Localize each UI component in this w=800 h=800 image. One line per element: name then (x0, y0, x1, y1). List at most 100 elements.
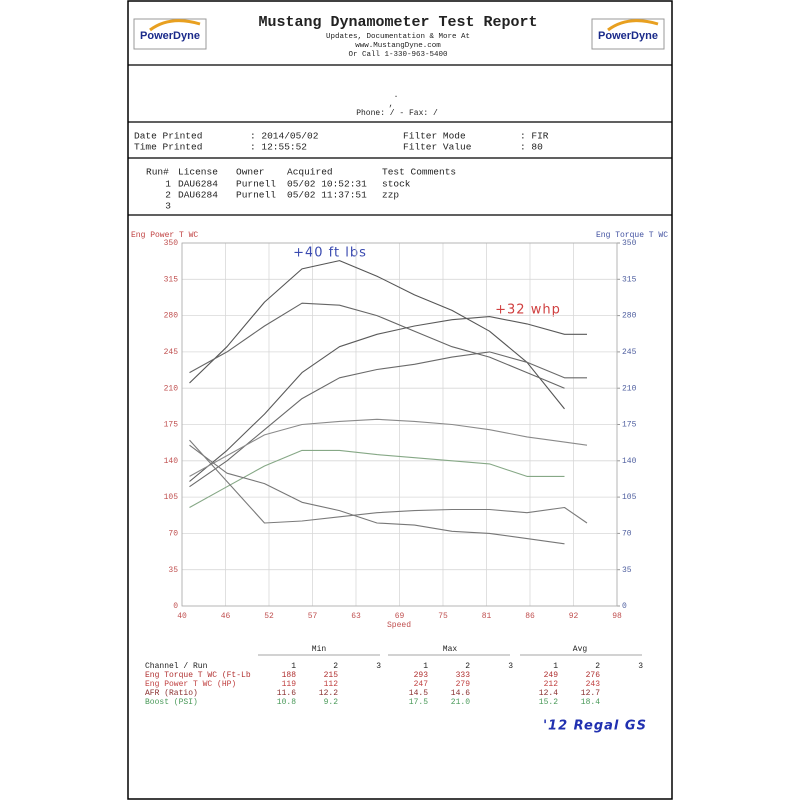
stats-cell: 12.7 (581, 689, 600, 698)
stats-cell: 12.4 (539, 689, 558, 698)
series-line (189, 439, 588, 524)
info-cell: : 12:55:52 (250, 142, 307, 153)
info-cell: : 80 (520, 142, 543, 153)
logo-swoosh (607, 19, 659, 32)
stats-label: Eng Torque T WC (Ft-Lb (145, 671, 251, 680)
logo: PowerDyne (133, 18, 207, 50)
customer-contact: Phone: / - Fax: / (356, 109, 438, 118)
runs-header: Owner (236, 167, 265, 178)
logo-box (133, 18, 207, 50)
header-line: Updates, Documentation & More At (326, 33, 470, 41)
plot-frame (181, 242, 618, 607)
x-tick-label: 40 (177, 612, 187, 621)
stats-cell: 14.5 (409, 689, 428, 698)
stats-cell: 333 (456, 671, 471, 680)
y-tick-label: 140 (164, 457, 179, 466)
info-cell: Filter Mode (403, 131, 466, 142)
stats-cell: 11.6 (277, 689, 296, 698)
vehicle: '12 Regal GS (543, 719, 647, 734)
x-tick-label: 92 (569, 612, 579, 621)
header-line: www.MustangDyne.com (355, 42, 441, 50)
stats-label: Boost (PSI) (145, 698, 198, 707)
runs-cell: 3 (165, 201, 171, 212)
logo-swoosh (149, 19, 201, 32)
info-cell: Filter Value (403, 142, 472, 153)
y2-tick-label: 210 (622, 384, 637, 393)
stats-cell: 243 (586, 680, 601, 689)
stats-cell: 17.5 (409, 698, 428, 707)
runs-header: Test Comments (382, 167, 456, 178)
annotation: +32 whp (495, 303, 561, 318)
stats-cell: 188 (282, 671, 297, 680)
runs-cell: 1 (165, 179, 171, 190)
stats-header: 2 (333, 662, 338, 671)
x-tick-label: 57 (308, 612, 318, 621)
stats-header: 2 (595, 662, 600, 671)
x-tick-label: 69 (395, 612, 405, 621)
series-line (189, 302, 565, 389)
y-tick-label: 210 (164, 384, 179, 393)
y2-tick-label: 70 (622, 530, 632, 539)
y2-tick-label: 35 (622, 566, 632, 575)
y-tick-label: 0 (173, 602, 178, 611)
logo-text: PowerDyne (140, 30, 200, 42)
stats-label: AFR (Ratio) (145, 689, 198, 698)
stats-header: 1 (423, 662, 428, 671)
runs-header: Run# (146, 167, 169, 178)
y-tick-label: 350 (164, 239, 179, 248)
stats-header: 3 (638, 662, 643, 671)
y2-tick-label: 280 (622, 312, 637, 321)
stats-header: 3 (508, 662, 513, 671)
stats-group: Avg (573, 645, 588, 654)
y-tick-label: 280 (164, 312, 179, 321)
y2-tick-label: 105 (622, 493, 637, 502)
annotation: +40 ft lbs (293, 246, 367, 261)
info-cell: : FIR (520, 131, 549, 142)
stats-cell: 249 (544, 671, 559, 680)
stats-header: 1 (553, 662, 558, 671)
y-tick-label: 315 (164, 275, 179, 284)
stats-cell: 14.6 (451, 689, 470, 698)
stats-cell: 279 (456, 680, 471, 689)
y2-tick-label: 350 (622, 239, 637, 248)
runs-header: Acquired (287, 167, 333, 178)
stats-header: 3 (376, 662, 381, 671)
y2-tick-label: 315 (622, 275, 637, 284)
report-title: Mustang Dynamometer Test Report (258, 14, 537, 31)
y2-tick-label: 245 (622, 348, 637, 357)
stats-cell: 215 (324, 671, 339, 680)
stats-cell: 15.2 (539, 698, 558, 707)
stats-cell: 212 (544, 680, 559, 689)
x-tick-label: 81 (482, 612, 492, 621)
x-tick-label: 63 (351, 612, 361, 621)
y-tick-label: 175 (164, 421, 179, 430)
logo-box (591, 18, 665, 50)
stats-group: Min (312, 645, 327, 654)
runs-header: License (178, 167, 218, 178)
stats-header: 1 (291, 662, 296, 671)
stats-header: 2 (465, 662, 470, 671)
runs-cell: zzp (382, 190, 399, 201)
runs-cell: DAU6284 (178, 179, 218, 190)
customer-address: , (389, 100, 394, 109)
y-tick-label: 70 (168, 530, 178, 539)
x-tick-label: 52 (264, 612, 274, 621)
series-line (189, 351, 587, 488)
series-line (189, 444, 565, 545)
stats-cell: 119 (282, 680, 297, 689)
y2-tick-label: 140 (622, 457, 637, 466)
y2-tick-label: 175 (622, 421, 637, 430)
series-line (189, 418, 588, 477)
series-line (189, 260, 565, 410)
series-line (189, 316, 587, 482)
y2-tick-label: 0 (622, 602, 627, 611)
customer-name: . (394, 91, 399, 100)
info-cell: : 2014/05/02 (250, 131, 319, 142)
info-cell: Time Printed (134, 142, 202, 153)
page-border (127, 0, 673, 800)
info-cell: Date Printed (134, 131, 202, 142)
x-tick-label: 86 (525, 612, 535, 621)
y-axis-label: Eng Power T WC (131, 231, 198, 240)
logo: PowerDyne (591, 18, 665, 50)
